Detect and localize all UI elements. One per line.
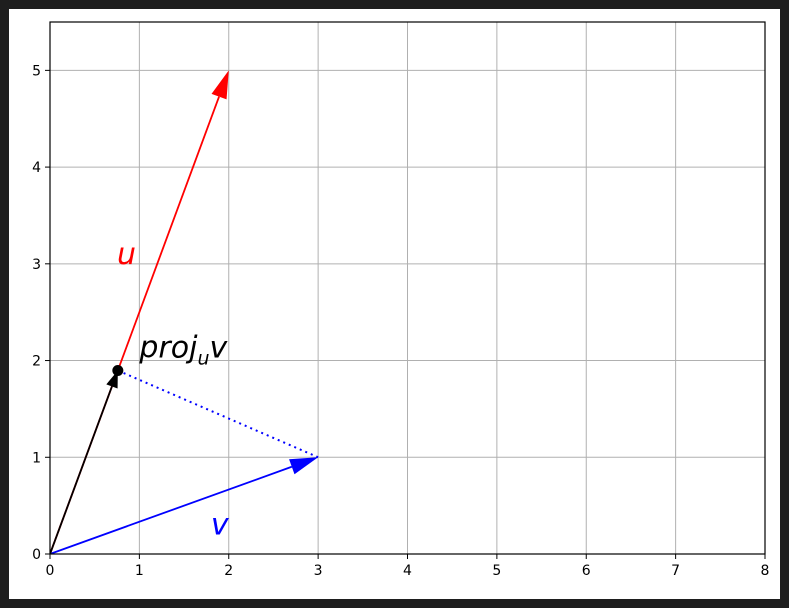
- annotation-main: proj: [138, 331, 198, 366]
- tick-label-y-2: 2: [32, 354, 41, 370]
- tick-label-y-3: 3: [32, 257, 41, 273]
- plot-marks: [50, 70, 319, 554]
- vector-v-head: [289, 457, 319, 475]
- tick-label-y-4: 4: [32, 160, 41, 176]
- tick-label-y-1: 1: [32, 450, 41, 466]
- annotation-tail: v: [210, 331, 229, 366]
- tick-label-x-7: 7: [671, 563, 680, 579]
- projection-dotted-line: [117, 369, 319, 459]
- vector-v-label: v: [211, 508, 230, 543]
- tick-label-y-0: 0: [32, 547, 41, 563]
- vector-proj-shaft: [50, 386, 113, 554]
- grid-lines: [49, 22, 766, 555]
- tick-label-x-5: 5: [492, 563, 501, 579]
- tick-label-x-4: 4: [403, 563, 412, 579]
- projection-point: [112, 365, 124, 377]
- plot-frame: [49, 21, 766, 555]
- tick-label-y-5: 5: [32, 63, 41, 79]
- vector-u-head: [211, 70, 229, 100]
- tick-label-x-0: 0: [46, 563, 55, 579]
- annotation-subscript: u: [197, 348, 209, 370]
- projection-annotation: projuv: [138, 331, 228, 370]
- tick-label-x-8: 8: [761, 563, 770, 579]
- vector-u-label: u: [117, 237, 136, 272]
- vector-v-shaft: [50, 465, 293, 554]
- axis-ticks: 0 1 2 3 4 5 6 7 8 0 1 2 3 4 5: [32, 63, 769, 579]
- tick-label-x-3: 3: [314, 563, 323, 579]
- tick-label-x-6: 6: [582, 563, 591, 579]
- tick-label-x-2: 2: [224, 563, 233, 579]
- tick-label-x-1: 1: [135, 563, 144, 579]
